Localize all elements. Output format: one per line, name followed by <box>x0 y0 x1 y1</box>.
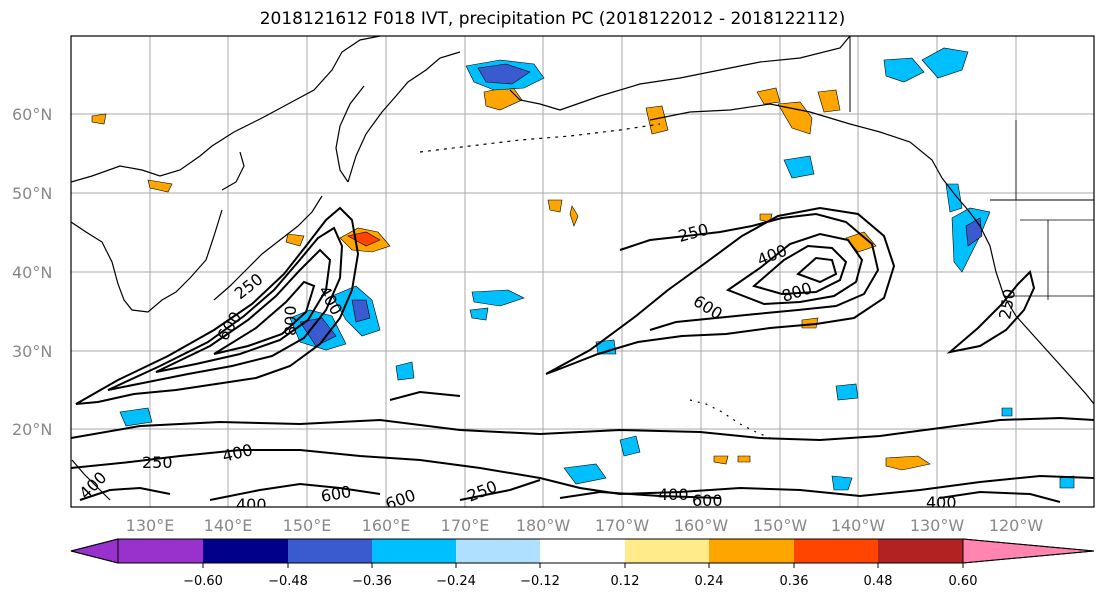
lat-label-20n: 20°N <box>12 420 52 439</box>
lon-label: 140°E <box>204 516 253 535</box>
colorbar-tick-label: −0.24 <box>436 574 476 589</box>
lat-label-50n: 50°N <box>12 184 52 203</box>
contour-label: 800 <box>281 305 300 336</box>
lon-label: 160°W <box>674 516 729 535</box>
colorbar-min-extension <box>70 538 119 564</box>
lon-label: 170°E <box>441 516 490 535</box>
colorbar-segment <box>288 539 372 563</box>
lat-label-40n: 40°N <box>12 263 52 282</box>
ivt-contours <box>71 206 1094 503</box>
colorbar-segment <box>118 539 203 563</box>
colorbar-max-extension <box>962 538 1095 564</box>
colorbar-tick-label: −0.36 <box>352 574 392 589</box>
lon-label: 150°W <box>753 516 808 535</box>
lat-label-30n: 30°N <box>12 342 52 361</box>
colorbar-segment <box>709 539 794 563</box>
colorbar-tick-label: −0.60 <box>183 574 223 589</box>
coastlines <box>71 36 1094 501</box>
colorbar-tick-label: 0.36 <box>780 574 809 589</box>
contour-label: 400 <box>926 493 957 512</box>
colorbar-segment <box>372 539 456 563</box>
colorbar: −0.60 −0.48 −0.36 −0.24 −0.12 0.12 0.24 … <box>70 538 1095 589</box>
lon-label: 170°W <box>595 516 650 535</box>
colorbar-tick-label: 0.60 <box>949 574 978 589</box>
colorbar-tick-label: 0.24 <box>695 574 724 589</box>
contour-label: 600 <box>692 491 723 510</box>
colorbar-tick-label: −0.12 <box>520 574 560 589</box>
colorbar-segment <box>794 539 878 563</box>
latitude-labels: 60°N 50°N 40°N 30°N 20°N <box>12 105 52 439</box>
colorbar-segment <box>203 539 288 563</box>
lon-label: 150°E <box>283 516 332 535</box>
colorbar-segment <box>625 539 709 563</box>
contour-label: 400 <box>236 495 267 514</box>
lon-label: 120°W <box>989 516 1044 535</box>
colorbar-tick-label: 0.12 <box>611 574 640 589</box>
colorbar-segment <box>878 539 963 563</box>
precip-positive-shading <box>91 85 931 471</box>
lon-label: 130°W <box>910 516 965 535</box>
map-frame <box>70 35 1095 508</box>
lon-label: 140°W <box>831 516 886 535</box>
colorbar-segment <box>540 539 625 563</box>
longitude-labels: 130°E 140°E 150°E 160°E 170°E 180°W 170°… <box>126 516 1044 535</box>
lon-label: 160°E <box>362 516 411 535</box>
contour-label: 250 <box>142 453 173 472</box>
lon-label: 130°E <box>126 516 175 535</box>
colorbar-tick-label: 0.48 <box>864 574 893 589</box>
precip-negative-shading <box>119 47 1075 491</box>
lat-label-60n: 60°N <box>12 105 52 124</box>
colorbar-tick-label: −0.48 <box>268 574 308 589</box>
colorbar-segment <box>456 539 540 563</box>
map-title: 2018121612 F018 IVT, precipitation PC (2… <box>259 9 846 29</box>
contour-label: 400 <box>658 485 689 504</box>
lon-label: 180°W <box>516 516 571 535</box>
